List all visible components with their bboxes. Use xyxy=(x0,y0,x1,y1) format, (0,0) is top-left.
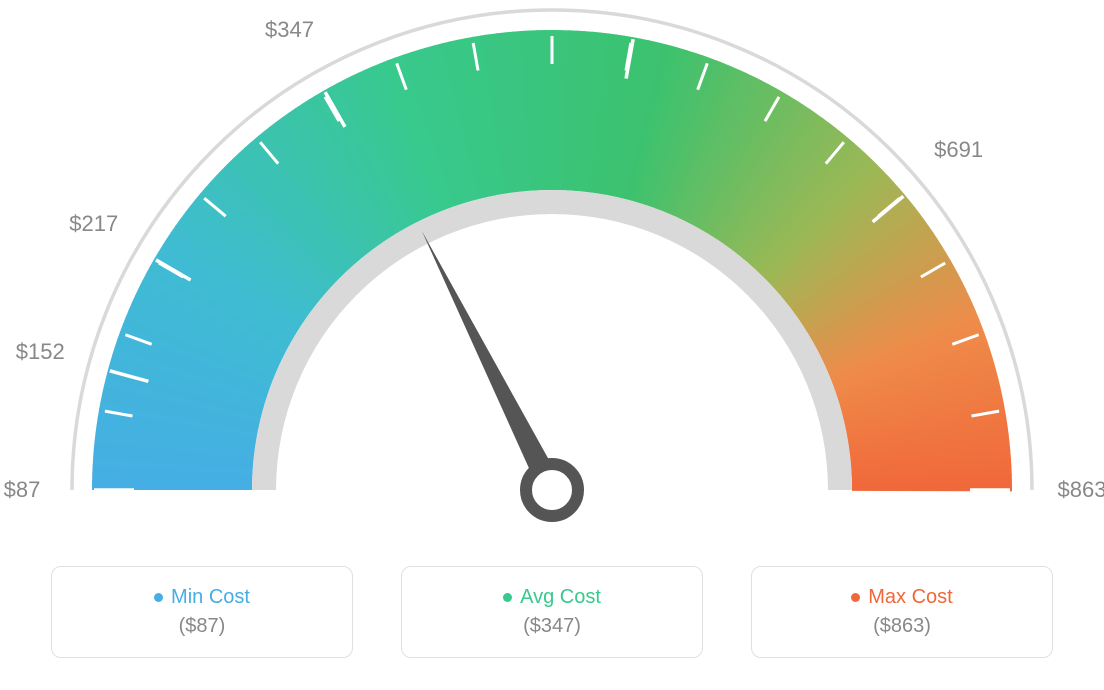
gauge-chart-container: Min Cost ($87) Avg Cost ($347) Max Cost … xyxy=(0,0,1104,690)
gauge-needle xyxy=(422,231,563,496)
gauge-tick-label: $217 xyxy=(69,211,118,237)
gauge-tick-label: $691 xyxy=(934,137,983,163)
legend-dot-max xyxy=(851,593,860,602)
legend-title-max: Max Cost xyxy=(851,586,952,609)
legend-card-min: Min Cost ($87) xyxy=(51,566,353,658)
legend-value-min: ($87) xyxy=(179,615,226,638)
legend-label-avg: Avg Cost xyxy=(520,586,601,609)
gauge-color-arc xyxy=(92,30,1012,491)
legend-dot-avg xyxy=(503,593,512,602)
gauge-tick-label: $347 xyxy=(265,17,314,43)
gauge-tick-label: $863 xyxy=(1058,477,1104,503)
legend-dot-min xyxy=(154,593,163,602)
legend-label-min: Min Cost xyxy=(171,586,250,609)
legend-value-avg: ($347) xyxy=(523,615,581,638)
legend-card-max: Max Cost ($863) xyxy=(751,566,1053,658)
legend-label-max: Max Cost xyxy=(868,586,952,609)
legend-value-max: ($863) xyxy=(873,615,931,638)
legend-title-min: Min Cost xyxy=(154,586,250,609)
gauge-tick-label: $87 xyxy=(4,477,41,503)
legend-title-avg: Avg Cost xyxy=(503,586,601,609)
legend-card-avg: Avg Cost ($347) xyxy=(401,566,703,658)
gauge-needle-hub xyxy=(526,464,578,516)
legend-row: Min Cost ($87) Avg Cost ($347) Max Cost … xyxy=(0,566,1104,658)
gauge-tick-label: $152 xyxy=(16,339,65,365)
